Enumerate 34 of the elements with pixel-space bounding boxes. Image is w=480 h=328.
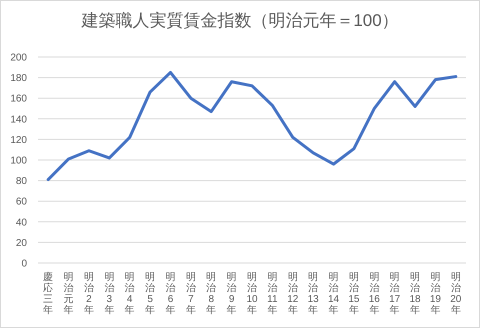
x-tick-label: 明治元年 — [64, 272, 74, 316]
y-tick-label: 180 — [10, 73, 28, 84]
y-tick-label: 60 — [16, 196, 28, 208]
x-tick-label: 明治11年 — [267, 272, 278, 316]
x-tick-label: 明治13年 — [308, 272, 320, 316]
x-tick-label: 慶応三年 — [43, 271, 54, 316]
y-tick-label: 120 — [10, 134, 28, 146]
x-tick-label: 明治17年 — [389, 272, 401, 316]
y-tick-label: 80 — [16, 176, 28, 188]
x-tick-label: 明治20年 — [450, 272, 462, 316]
x-tick-label: 明治14年 — [328, 272, 340, 316]
y-tick-label: 0 — [21, 258, 28, 270]
x-tick-label: 明治8年 — [206, 272, 216, 316]
x-tick-label: 明治18年 — [409, 272, 422, 316]
x-tick-label: 明治12年 — [287, 272, 299, 316]
x-tick-label: 明治5年 — [145, 272, 156, 316]
x-tick-label: 明治19年 — [430, 272, 442, 316]
x-tick-label: 明治7年 — [186, 272, 196, 316]
y-tick-label: 200 — [10, 52, 28, 64]
y-tick-label: 100 — [10, 156, 28, 166]
x-tick-label: 明治16年 — [368, 272, 380, 316]
x-tick-label: 明治6年 — [165, 272, 176, 316]
x-tick-label: 明治15年 — [348, 272, 360, 316]
y-tick-label: 40 — [16, 217, 28, 228]
y-tick-label: 160 — [10, 94, 28, 105]
chart-title: 建築職人実質賃金指数（明治元年＝100） — [80, 11, 399, 30]
x-tick-label: 明治4年 — [124, 272, 135, 316]
y-tick-label: 140 — [10, 114, 28, 126]
y-tick-label: 20 — [16, 238, 28, 249]
x-tick-label: 明治9年 — [226, 272, 237, 316]
line-series — [46, 70, 458, 182]
x-tick-label: 明治2年 — [84, 272, 94, 316]
x-tick-label: 明治3年 — [104, 272, 114, 316]
x-tick-label: 明治10年 — [246, 272, 258, 316]
